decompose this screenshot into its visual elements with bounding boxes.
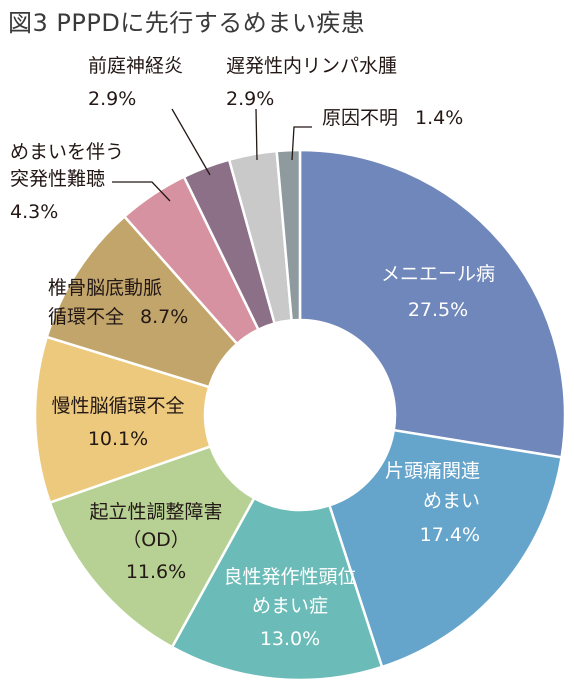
donut-slice [327,428,564,669]
leader-line [171,108,211,176]
slice-label: 起立性調整障害 [89,501,222,523]
slice-label: めまいを伴う [10,141,124,163]
slice-label: 片頭痛関連 [385,460,480,482]
slice-label: 原因不明 [322,107,398,129]
slice-label: めまい症 [252,595,328,617]
donut-slice [48,444,256,649]
donut-slice [33,335,212,505]
slice-label: （OD） [122,529,190,551]
slice-value: 13.0% [260,628,320,650]
slice-value: 8.7% [140,306,188,328]
slice-value: 4.3% [10,201,58,223]
slice-value: 27.5% [408,299,468,321]
donut-slice [298,148,567,459]
slice-value: 1.4% [415,107,463,129]
donut-slice [275,148,302,322]
slice-value: 17.4% [420,524,480,546]
slice-label: 良性発作性頭位 [223,566,356,588]
leader-line [255,108,258,161]
slice-label: メニエール病 [381,263,495,285]
slice-value: 11.6% [126,561,186,583]
slice-value: 2.9% [88,88,136,110]
slice-label: 椎骨脳底動脈 [48,277,162,299]
slice-value: 10.1% [88,428,148,450]
slice-label: 突発性難聴 [10,168,105,190]
slice-label: 循環不全 [48,306,124,328]
slice-label: めまい [423,490,480,512]
leader-line [112,181,171,202]
leader-line [291,126,312,161]
slice-value: 2.9% [226,88,274,110]
chart-title: 図3 PPPDに先行するめまい疾患 [8,9,366,37]
slice-label: 慢性脳循環不全 [51,395,184,417]
donut-slice [170,496,384,682]
slice-label: 遅発性内リンパ水腫 [226,55,397,77]
slice-label: 前庭神経炎 [88,55,183,77]
